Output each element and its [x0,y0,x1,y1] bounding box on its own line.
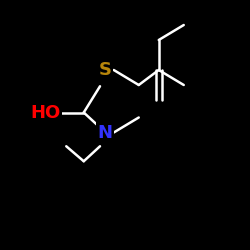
Text: N: N [98,124,112,142]
Text: HO: HO [30,104,60,122]
Text: S: S [98,61,112,79]
